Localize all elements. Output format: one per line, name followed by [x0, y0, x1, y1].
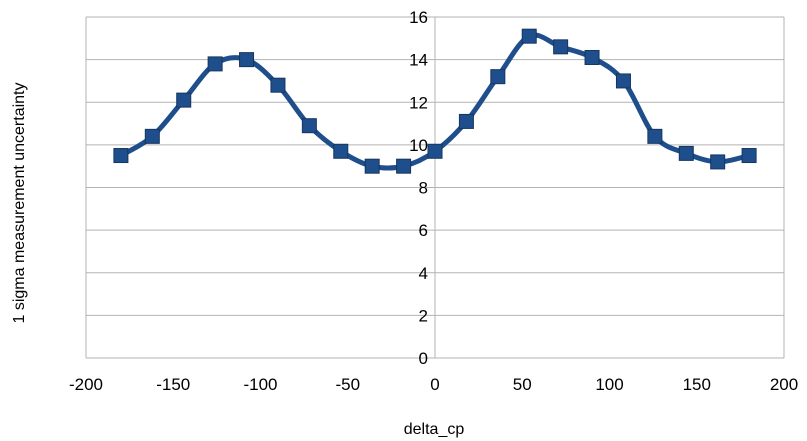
x-axis-title: delta_cp: [404, 421, 465, 438]
x-tick-label: -200: [69, 375, 103, 394]
data-point: [208, 57, 222, 71]
y-tick-label: 14: [409, 51, 428, 70]
data-point: [240, 53, 254, 67]
data-point: [522, 29, 536, 43]
data-point: [428, 144, 442, 158]
data-point: [271, 78, 285, 92]
data-point: [585, 50, 599, 64]
data-point: [679, 146, 693, 160]
data-point: [648, 129, 662, 143]
data-point: [711, 155, 725, 169]
x-tick-label: 100: [595, 375, 623, 394]
data-point: [491, 70, 505, 84]
y-tick-label: 16: [409, 8, 428, 27]
y-axis-title: 1 sigma measurement uncertainty: [11, 83, 28, 324]
tick-labels: 0 2 4 6 8 10 12 14 16 -200 -150 -100 -50 0 50 100 150 200: [69, 8, 798, 394]
data-point: [397, 159, 411, 173]
x-tick-label: 200: [770, 375, 798, 394]
data-point: [365, 159, 379, 173]
x-tick-label: -50: [335, 375, 360, 394]
data-point: [616, 74, 630, 88]
y-tick-label: 12: [409, 93, 428, 112]
data-point: [459, 114, 473, 128]
data-point: [554, 40, 568, 54]
y-tick-label: 4: [419, 264, 428, 283]
data-point: [114, 149, 128, 163]
y-tick-label: 6: [419, 221, 428, 240]
data-point: [177, 93, 191, 107]
data-point: [334, 144, 348, 158]
x-tick-label: -150: [156, 375, 190, 394]
data-point: [145, 129, 159, 143]
data-point: [742, 149, 756, 163]
y-tick-label: 10: [409, 136, 428, 155]
y-tick-label: 8: [419, 179, 428, 198]
y-tick-label: 2: [419, 306, 428, 325]
x-tick-label: 0: [430, 375, 439, 394]
x-tick-label: 150: [683, 375, 711, 394]
x-tick-label: 50: [513, 375, 532, 394]
data-point: [302, 119, 316, 133]
x-tick-label: -100: [243, 375, 277, 394]
y-tick-label: 0: [419, 349, 428, 368]
